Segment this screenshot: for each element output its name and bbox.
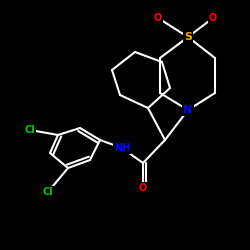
Text: Cl: Cl <box>24 125 36 135</box>
Text: N: N <box>184 105 192 115</box>
Text: S: S <box>184 32 192 42</box>
Text: Cl: Cl <box>42 187 54 197</box>
Text: O: O <box>154 13 162 23</box>
Text: NH: NH <box>114 143 130 153</box>
Text: O: O <box>209 13 217 23</box>
Text: O: O <box>139 183 147 193</box>
